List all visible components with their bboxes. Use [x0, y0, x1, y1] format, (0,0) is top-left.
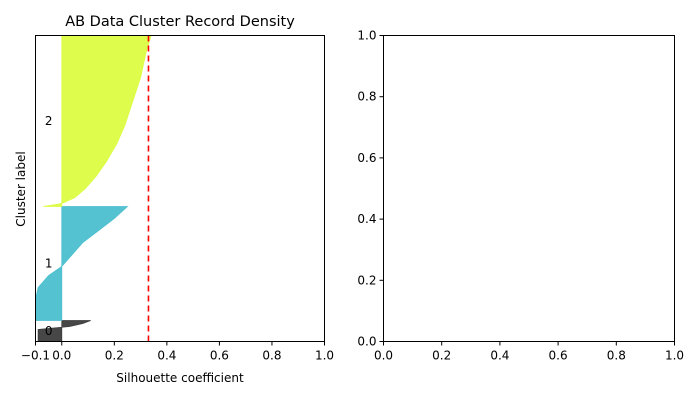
- right-y-tick-label: 0.4: [357, 212, 376, 226]
- right-x-tick-label: 0.8: [607, 349, 626, 363]
- right-x-tick-label: 0.6: [549, 349, 568, 363]
- cluster-1-label: 1: [45, 257, 53, 271]
- x-tick-label: 0.2: [105, 349, 124, 363]
- cluster-0-label: 0: [45, 324, 53, 338]
- right-axes-frame: [383, 35, 675, 342]
- cluster-0-area: [37, 320, 91, 342]
- x-tick-label: 0.4: [157, 349, 176, 363]
- right-y-tick-label: 1.0: [357, 29, 376, 43]
- cluster-2-area: [43, 35, 152, 207]
- right-y-tick-label: 0.0: [357, 335, 376, 349]
- right-x-tick-label: 0.4: [490, 349, 509, 363]
- x-axis-label: Silhouette coefficient: [116, 371, 244, 385]
- x-tick-label: −0.1: [21, 349, 50, 363]
- right-x-tick-label: 0.0: [374, 349, 393, 363]
- x-tick-label: 0.8: [262, 349, 281, 363]
- cluster-2-label: 2: [45, 114, 53, 128]
- x-tick-label: 1.0: [315, 349, 334, 363]
- right-x-tick-label: 1.0: [665, 349, 684, 363]
- silhouette-plot: AB Data Cluster Record Density 012 −0.1 0…: [14, 14, 334, 385]
- y-axis-label: Cluster label: [14, 151, 28, 226]
- x-tick-label: 0.0: [52, 349, 71, 363]
- empty-plot: 0.0 0.2 0.4 0.6 0.8 1.0 0.0 0.2 0.4 0.6 0.8 1.0: [357, 29, 684, 363]
- left-axes-frame: [35, 35, 325, 342]
- chart-title: AB Data Cluster Record Density: [65, 14, 295, 30]
- right-x-tick-label: 0.2: [432, 349, 451, 363]
- x-tick-label: 0.6: [210, 349, 229, 363]
- right-y-tick-label: 0.8: [357, 90, 376, 104]
- right-axis-ticks: 0.0 0.2 0.4 0.6 0.8 1.0 0.0 0.2 0.4 0.6 0.8 1.0: [357, 29, 684, 363]
- silhouette-marks: 0 1 2: [35, 35, 152, 342]
- right-y-tick-label: 0.2: [357, 273, 376, 287]
- x-axis-ticks: −0.1 0.0 0.2 0.4 0.6 0.8 1.0: [21, 341, 334, 363]
- right-y-tick-label: 0.6: [357, 151, 376, 165]
